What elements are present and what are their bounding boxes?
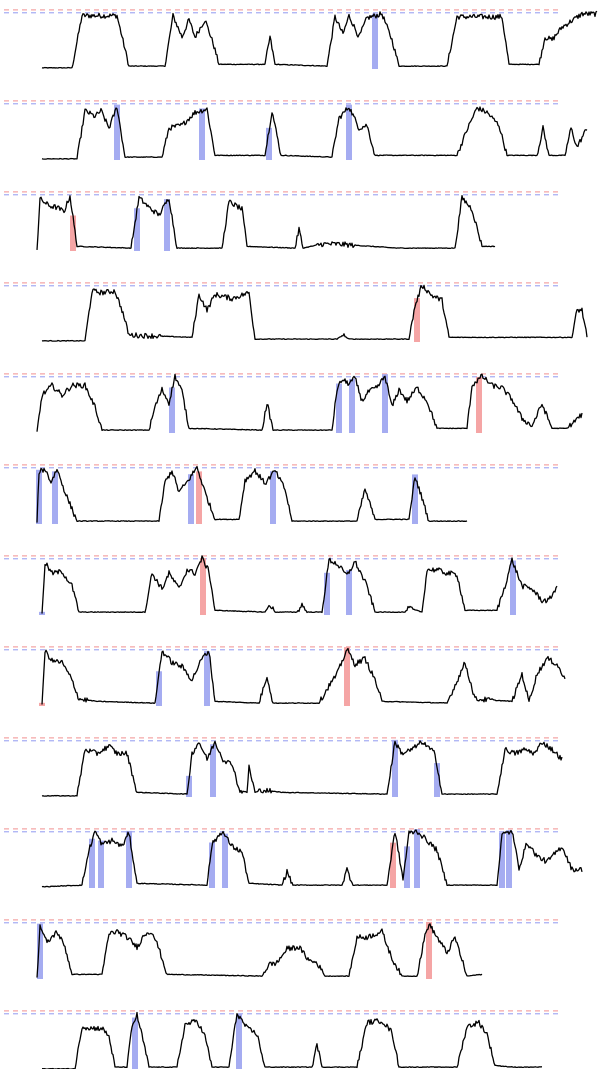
highlight-bar-blue	[346, 104, 352, 160]
sparkline-row-3	[4, 191, 559, 251]
highlight-bar-blue	[372, 13, 378, 69]
highlight-bar-red	[196, 471, 202, 524]
highlight-bar-blue	[506, 830, 512, 888]
highlight-bar-blue	[382, 374, 388, 433]
highlight-bar-blue	[156, 671, 162, 706]
highlight-bar-red	[70, 215, 76, 251]
series-line	[41, 647, 566, 705]
series-line	[36, 373, 583, 432]
highlight-bar-blue	[346, 570, 352, 615]
series-line	[41, 1011, 543, 1069]
highlight-bar-red	[344, 647, 350, 706]
highlight-bar-blue	[499, 832, 505, 888]
highlight-bar-blue	[37, 923, 43, 979]
sparkline-row-5	[4, 373, 583, 433]
highlight-bar-red	[200, 558, 206, 615]
series-line	[36, 195, 496, 250]
series-line	[41, 284, 588, 342]
highlight-bar-blue	[336, 383, 342, 433]
highlight-bar-blue	[89, 838, 95, 888]
highlight-bar-blue	[98, 840, 104, 888]
series-line	[41, 555, 558, 614]
highlight-bar-blue	[349, 378, 355, 433]
highlight-bar-blue	[188, 474, 194, 524]
highlight-bar-red	[476, 376, 482, 433]
highlight-bar-blue	[510, 560, 516, 615]
highlight-bar-blue	[324, 572, 330, 615]
highlight-bar-red	[426, 921, 432, 979]
highlight-bar-blue	[236, 1014, 242, 1069]
highlight-bar-blue	[404, 846, 410, 888]
sparkline-row-1	[4, 9, 598, 69]
sparkline-row-6	[4, 464, 559, 524]
highlight-bar-blue	[36, 469, 42, 524]
sparkline-row-9	[4, 737, 563, 797]
series-line	[36, 923, 483, 978]
highlight-bar-blue	[169, 387, 175, 433]
highlight-bar-red	[390, 842, 396, 888]
highlight-bar-blue	[392, 739, 398, 797]
highlight-bar-blue	[52, 471, 58, 524]
series-line	[41, 740, 563, 797]
sparkline-row-2	[4, 100, 588, 160]
highlight-bar-blue	[126, 830, 132, 888]
sparkline-row-8	[4, 646, 566, 706]
sparkline-row-12	[4, 1010, 559, 1069]
highlight-bar-blue	[209, 842, 215, 888]
sparkline-row-10	[4, 828, 583, 888]
highlight-bar-blue	[204, 651, 210, 706]
series-line	[36, 465, 468, 523]
highlight-bar-blue	[114, 104, 120, 160]
sparkline-row-4	[4, 282, 588, 342]
highlight-bar-blue	[434, 763, 440, 797]
highlight-bar-blue	[266, 127, 272, 160]
highlight-bar-blue	[132, 1017, 138, 1069]
highlight-bar-blue	[210, 744, 216, 797]
sparkline-row-7	[4, 555, 559, 615]
highlight-bar-blue	[164, 199, 170, 251]
highlight-bar-blue	[199, 108, 205, 160]
highlight-bar-blue	[412, 474, 418, 524]
highlight-bar-blue	[222, 833, 228, 888]
series-line	[41, 10, 598, 69]
highlight-bar-blue	[134, 208, 140, 251]
highlight-bar-blue	[186, 775, 192, 797]
highlight-bar-blue	[414, 829, 420, 888]
series-line	[41, 829, 583, 888]
highlight-bar-red	[414, 298, 420, 342]
highlight-bar-blue	[270, 471, 276, 524]
sparkline-row-11	[4, 919, 559, 979]
series-line	[41, 106, 588, 160]
